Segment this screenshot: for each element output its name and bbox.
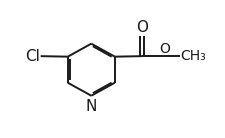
Text: O: O	[135, 20, 147, 35]
Text: N: N	[85, 99, 97, 114]
Text: O: O	[159, 42, 169, 56]
Text: Cl: Cl	[25, 49, 40, 64]
Text: CH₃: CH₃	[180, 49, 205, 63]
